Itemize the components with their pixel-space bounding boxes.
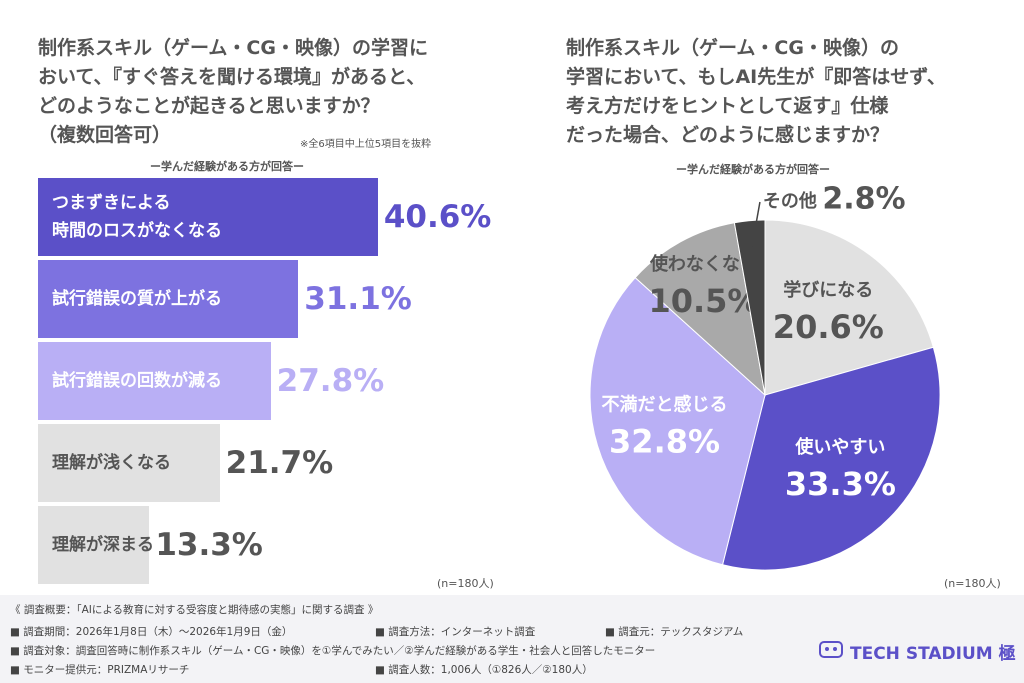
left-sample: (n=180人)	[437, 577, 494, 590]
footer-item: ■ モニター提供元：PRIZMAリサーチ	[10, 664, 190, 676]
bar-label: 試行錯誤の質が上がる	[52, 289, 222, 309]
right-subtitle: ー学んだ経験がある方が回答ー	[676, 163, 830, 176]
value-label: 40.6%	[383, 199, 492, 235]
right-sample: (n=180人)	[944, 577, 1001, 590]
pie-slice	[733, 219, 766, 396]
right-title: 制作系スキル（ゲーム・CG・映像）の 学習において、もしAI先生が『即答はせず、…	[566, 37, 946, 146]
note: ※全6項目中上位5項目を抜粋	[300, 139, 432, 150]
pie-label: 不満だと感じる	[602, 394, 728, 416]
bar-label: 理解が深まる	[52, 535, 154, 555]
bar	[38, 506, 150, 584]
pie-label: 使わなくなる	[649, 254, 758, 275]
footer-item: ■ 調査期間：2026年1月8日（木）～2026年1月9日（金）	[10, 626, 293, 638]
footer-item: ■ 調査元：テックスタジアム	[605, 626, 744, 638]
pie-value: 2.8%	[822, 182, 905, 217]
pie-label: 学びになる	[783, 279, 873, 301]
footer-heading: 《 調査概要：「AIによる教育に対する受容度と期待感の実態」に関する調査 》	[10, 604, 379, 616]
pie-slice	[764, 219, 934, 396]
bar	[38, 424, 220, 502]
pie-value: 10.5%	[648, 282, 759, 320]
footer-item: ■ 調査人数：1,006人（①826人／②180人）	[375, 664, 593, 676]
logo-icon	[819, 641, 843, 658]
bar-label: つまずきによる 時間のロスがなくなる	[52, 193, 222, 241]
value-label: 21.7%	[225, 445, 334, 481]
value-label: 31.1%	[304, 281, 412, 317]
value-label: 27.8%	[276, 363, 385, 399]
footer-item: ■ 調査対象：調査回答時に制作系スキル（ゲーム・CG・映像）を①学んでみたい／②…	[10, 645, 656, 657]
footer	[0, 595, 1024, 683]
pie-slice	[589, 276, 766, 566]
pie-label: その他	[763, 190, 817, 212]
leader-line	[751, 201, 761, 247]
value-label: 13.3%	[155, 527, 263, 563]
bar	[38, 260, 299, 338]
bar	[38, 342, 271, 420]
pie-label: 使いやすい	[794, 437, 885, 458]
bar	[38, 178, 378, 256]
left-title: 制作系スキル（ゲーム・CG・映像）の学習に おいて、『すぐ答えを聞ける環境』があ…	[38, 37, 428, 146]
bar-label: 試行錯誤の回数が減る	[52, 371, 222, 391]
logo: TECH STADIUM 極	[850, 644, 1016, 664]
pie-value: 32.8%	[609, 423, 720, 461]
pie-value: 20.6%	[773, 308, 884, 346]
footer-item: ■ 調査方法：インターネット調査	[375, 626, 536, 638]
pie-slice	[634, 222, 766, 397]
left-subtitle: ー学んだ経験がある方が回答ー	[150, 160, 304, 173]
bar-label: 理解が浅くなる	[52, 453, 171, 473]
pie-value: 33.3%	[785, 465, 896, 503]
pie-slice	[721, 346, 941, 571]
